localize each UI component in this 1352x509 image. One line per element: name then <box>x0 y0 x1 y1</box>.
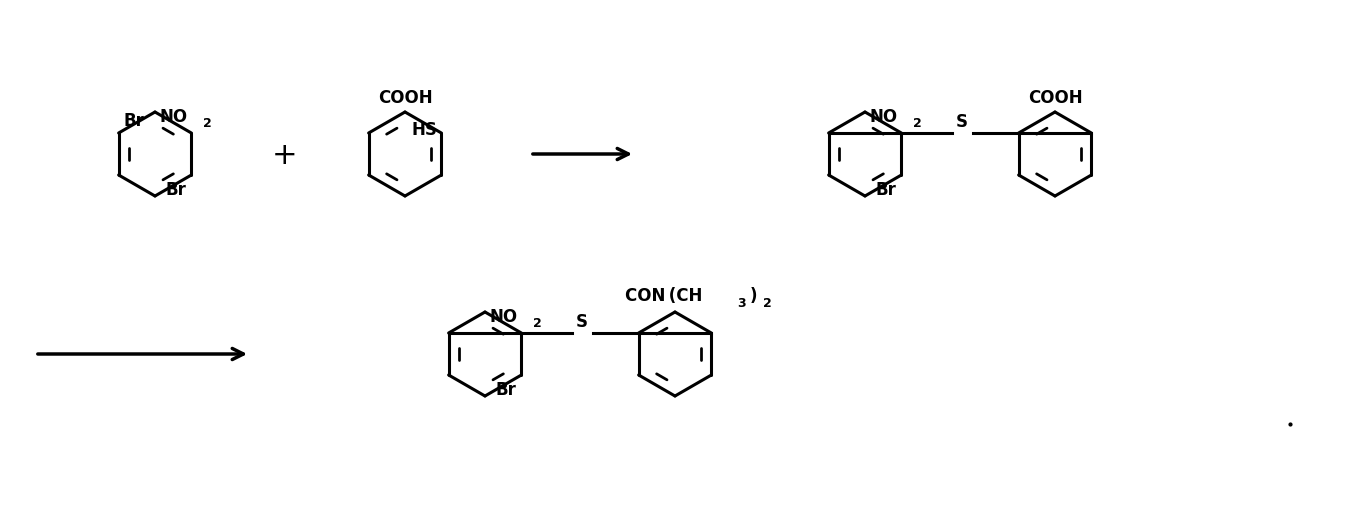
Text: S: S <box>576 313 588 330</box>
Text: Br: Br <box>123 112 145 130</box>
Text: 2: 2 <box>914 117 922 130</box>
Text: NO: NO <box>160 108 188 126</box>
Text: 2: 2 <box>763 296 772 309</box>
Text: 3: 3 <box>737 296 745 309</box>
Text: COOH: COOH <box>377 89 433 107</box>
Text: NO: NO <box>489 307 518 325</box>
Text: 2: 2 <box>534 317 542 329</box>
Text: 2: 2 <box>203 117 212 130</box>
Text: HS: HS <box>411 121 438 139</box>
Text: COOH: COOH <box>1028 89 1083 107</box>
Text: S: S <box>956 113 968 131</box>
Text: CON (CH: CON (CH <box>625 287 703 304</box>
Text: NO: NO <box>869 108 898 126</box>
Text: Br: Br <box>165 181 187 199</box>
Text: Br: Br <box>876 181 896 199</box>
Text: +: + <box>272 140 297 169</box>
Text: ): ) <box>750 287 761 304</box>
Text: Br: Br <box>495 380 516 398</box>
